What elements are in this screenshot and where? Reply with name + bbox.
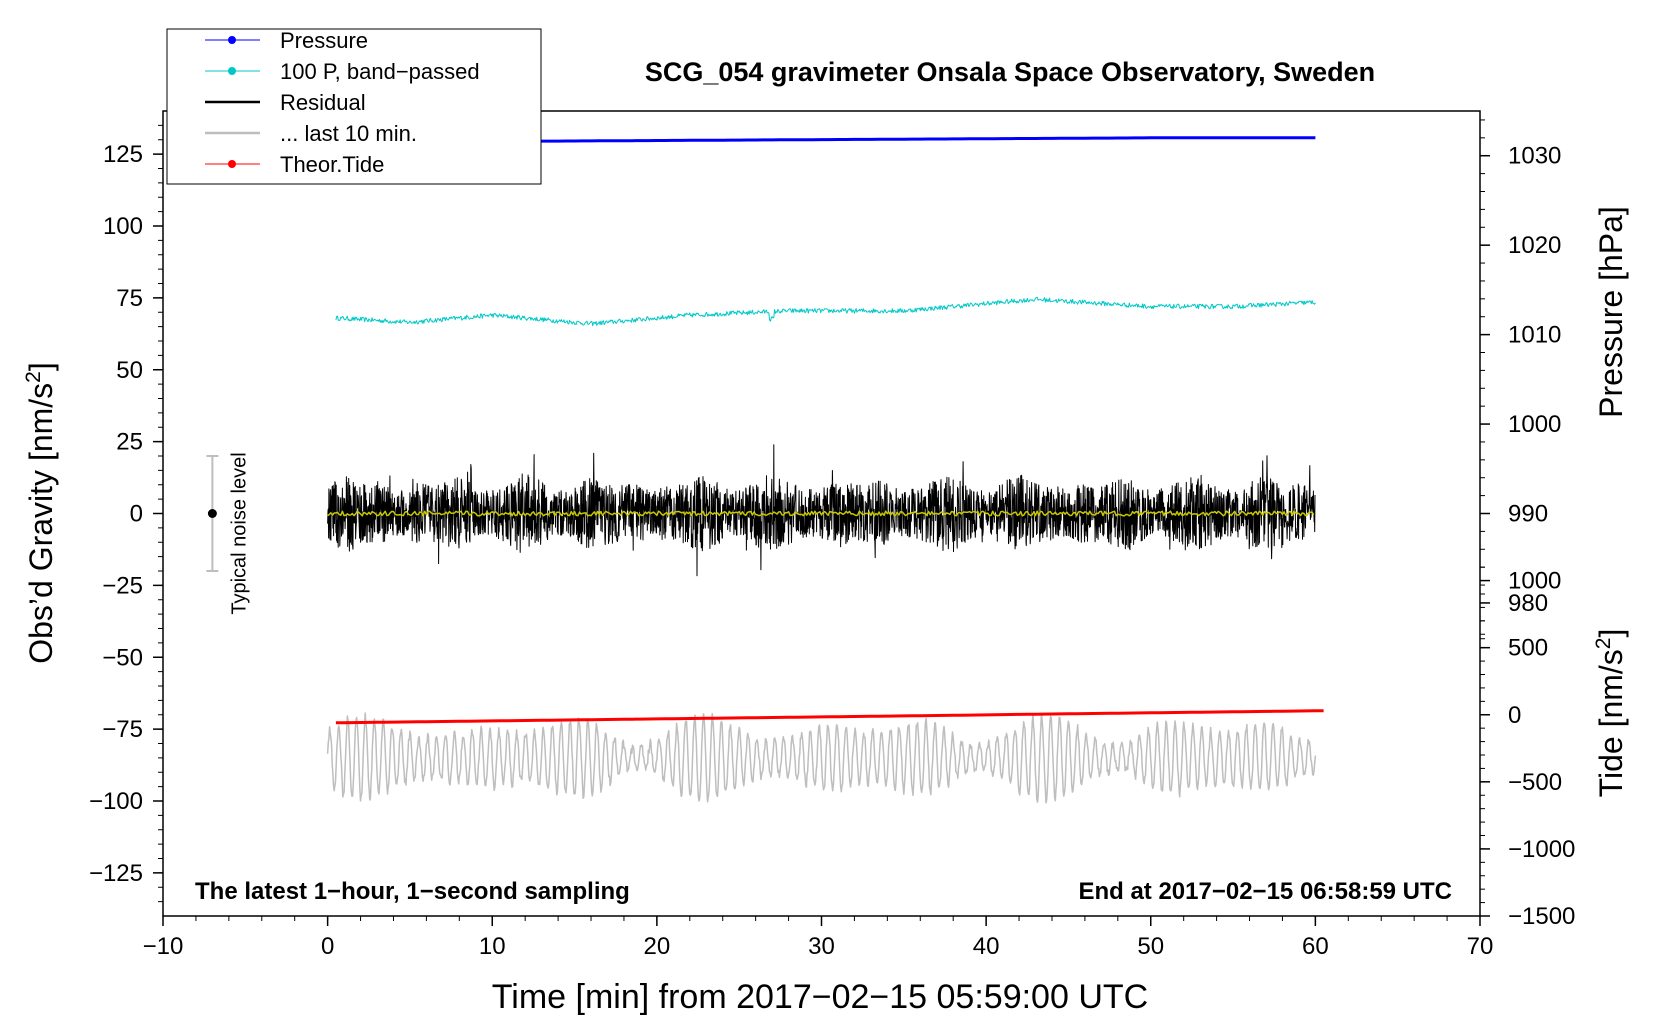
annotation-sampling: The latest 1−hour, 1−second sampling [195, 878, 630, 905]
tide-tick-label: −1000 [1508, 836, 1575, 863]
x-tick-label: 60 [1302, 933, 1329, 960]
legend: Pressure 100 P, band−passed Residual ... la… [166, 28, 542, 185]
left-tick-label: 50 [116, 357, 143, 384]
left-axis: 125 100 75 50 25 0 −25 −50 −75 −100 −125 [89, 124, 163, 903]
y-axis-label-tide-close: ] [1593, 629, 1629, 638]
pressure-tick-label: 990 [1508, 501, 1548, 528]
residual-smoothed-series-path [327, 510, 1315, 517]
legend-swatch-marker [228, 160, 236, 168]
tide-axis: 1000 500 0 −500 −1000 −1500 [1480, 566, 1575, 930]
x-tick-label: 40 [973, 933, 1000, 960]
legend-label: Pressure [280, 28, 368, 53]
left-tick-label: 125 [103, 141, 143, 168]
left-tick-label: −50 [102, 644, 143, 671]
left-tick-label: −125 [89, 860, 143, 887]
y-axis-label-gravity-sup: 2 [22, 371, 45, 383]
y-axis-label-tide-main: Tide [nm/s [1593, 649, 1629, 797]
residual-series-path [327, 444, 1316, 577]
tide-series-path [335, 709, 1324, 725]
band-passed-series-path [335, 296, 1316, 327]
left-tick-label: −75 [102, 716, 143, 743]
x-tick-label: 20 [644, 933, 671, 960]
x-tick-label: 0 [321, 933, 334, 960]
x-tick-label: 30 [808, 933, 835, 960]
left-tick-label: 100 [103, 213, 143, 240]
tide-tick-label: 500 [1508, 635, 1548, 662]
legend-box [166, 28, 542, 185]
tide-tick-label: −500 [1508, 769, 1562, 796]
x-axis-label: Time [min] from 2017−02−15 05:59:00 UTC [492, 978, 1148, 1016]
legend-swatch-marker [228, 67, 236, 75]
pressure-tick-label: 1000 [1508, 411, 1561, 438]
residual-line [327, 444, 1316, 577]
x-tick-label: 70 [1467, 933, 1494, 960]
legend-label: ... last 10 min. [280, 121, 417, 146]
left-tick-label: 25 [116, 429, 143, 456]
left-tick-label: 75 [116, 285, 143, 312]
y-axis-label-tide-sup: 2 [1592, 638, 1615, 650]
y-axis-label-gravity: Obs’d Gravity [nm/s2] [22, 362, 59, 664]
theoretical-tide-line [335, 709, 1324, 725]
pressure-axis: 1030 1020 1010 1000 990 980 [1480, 119, 1561, 640]
tide-tick-label: −1500 [1508, 903, 1575, 930]
residual-smoothed-line [327, 510, 1315, 517]
y-axis-label-tide: Tide [nm/s2] [1592, 629, 1629, 798]
left-tick-label: 0 [130, 501, 143, 528]
legend-swatch-marker [228, 36, 236, 44]
last-10-min-line [326, 712, 1317, 804]
left-tick-label: −25 [102, 572, 143, 599]
tide-tick-label: 1000 [1508, 568, 1561, 595]
y-axis-label-pressure: Pressure [hPa] [1593, 206, 1629, 418]
x-axis: −10 0 10 20 30 40 50 60 70 [143, 916, 1494, 960]
noise-bar-center-dot [207, 509, 217, 518]
noise-level-label: Typical noise level [228, 452, 250, 614]
y-axis-label-gravity-close: ] [23, 362, 59, 371]
x-tick-label: −10 [143, 933, 184, 960]
last-10-min-series-path [326, 712, 1317, 804]
band-passed-pressure-line [335, 296, 1316, 327]
annotation-end-time: End at 2017−02−15 06:58:59 UTC [1078, 878, 1452, 905]
legend-label: Residual [280, 90, 366, 115]
x-tick-label: 10 [479, 933, 506, 960]
x-tick-label: 50 [1137, 933, 1164, 960]
legend-label: 100 P, band−passed [280, 59, 480, 84]
pressure-tick-label: 1020 [1508, 232, 1561, 259]
noise-level-indicator: Typical noise level [206, 452, 250, 615]
tide-tick-label: 0 [1508, 702, 1521, 729]
legend-label: Theor.Tide [280, 152, 384, 177]
pressure-tick-label: 1030 [1508, 143, 1561, 170]
y-axis-label-gravity-main: Obs’d Gravity [nm/s [23, 383, 59, 664]
chart-title: SCG_054 gravimeter Onsala Space Observat… [645, 57, 1375, 87]
pressure-tick-label: 1010 [1508, 322, 1561, 349]
left-tick-label: −100 [89, 788, 143, 815]
pressure-tick-label: 980 [1508, 590, 1548, 617]
